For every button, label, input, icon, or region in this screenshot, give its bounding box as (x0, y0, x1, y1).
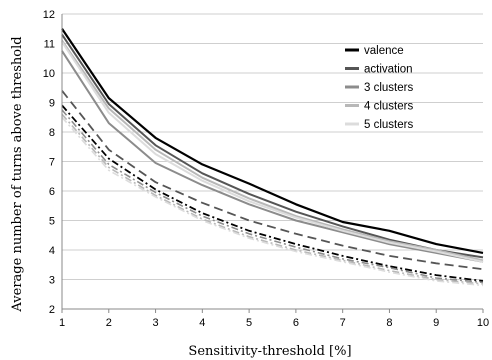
x-tick-label: 4 (199, 317, 205, 329)
series-layer (61, 28, 484, 287)
y-tick-label: 7 (49, 157, 55, 169)
legend-label: 3 clusters (364, 82, 413, 94)
y-tick-label: 11 (44, 39, 55, 51)
y-tick-label: 8 (49, 127, 55, 139)
x-tick-label: 2 (106, 317, 112, 329)
series-line-unlabeled-5 (61, 90, 484, 271)
x-tick-label: 8 (386, 317, 392, 329)
legend-label: 5 clusters (364, 119, 413, 131)
x-tick-label: 9 (433, 317, 439, 329)
y-tick-label: 9 (49, 98, 55, 110)
y-tick-label: 2 (49, 304, 55, 316)
series-line-3-clusters (61, 50, 484, 263)
legend-label: 4 clusters (364, 101, 413, 113)
grid-layer (62, 13, 483, 310)
legend-label: activation (364, 64, 413, 76)
y-tick-label: 6 (49, 186, 55, 198)
x-tick-label: 7 (340, 317, 346, 329)
x-tick-label: 1 (59, 317, 65, 329)
y-tick-label: 4 (49, 245, 55, 257)
series-line-activation (61, 34, 484, 259)
legend: valence activation 3 clusters 4 clusters 5 c… (345, 45, 413, 131)
x-tick-label: 3 (152, 317, 158, 329)
x-tick-label: 10 (477, 317, 489, 329)
series-line-unlabeled-9 (61, 116, 484, 287)
series-line-valence (61, 28, 484, 254)
y-tick-label: 12 (43, 9, 55, 21)
legend-label: valence (364, 45, 404, 57)
y-tick-label: 10 (43, 68, 55, 80)
y-axis-title: Average number of turns above threshold (10, 36, 25, 312)
y-tick-label: 5 (49, 216, 55, 228)
series-line-5-clusters (61, 41, 484, 263)
x-tick-label: 5 (246, 317, 252, 329)
series-line-unlabeled-8 (61, 113, 484, 285)
x-axis-title: Sensitivity-threshold [%] (188, 344, 351, 359)
y-tick-label: 3 (49, 275, 55, 287)
x-tick-label: 6 (293, 317, 299, 329)
series-line-4-clusters (61, 40, 484, 262)
